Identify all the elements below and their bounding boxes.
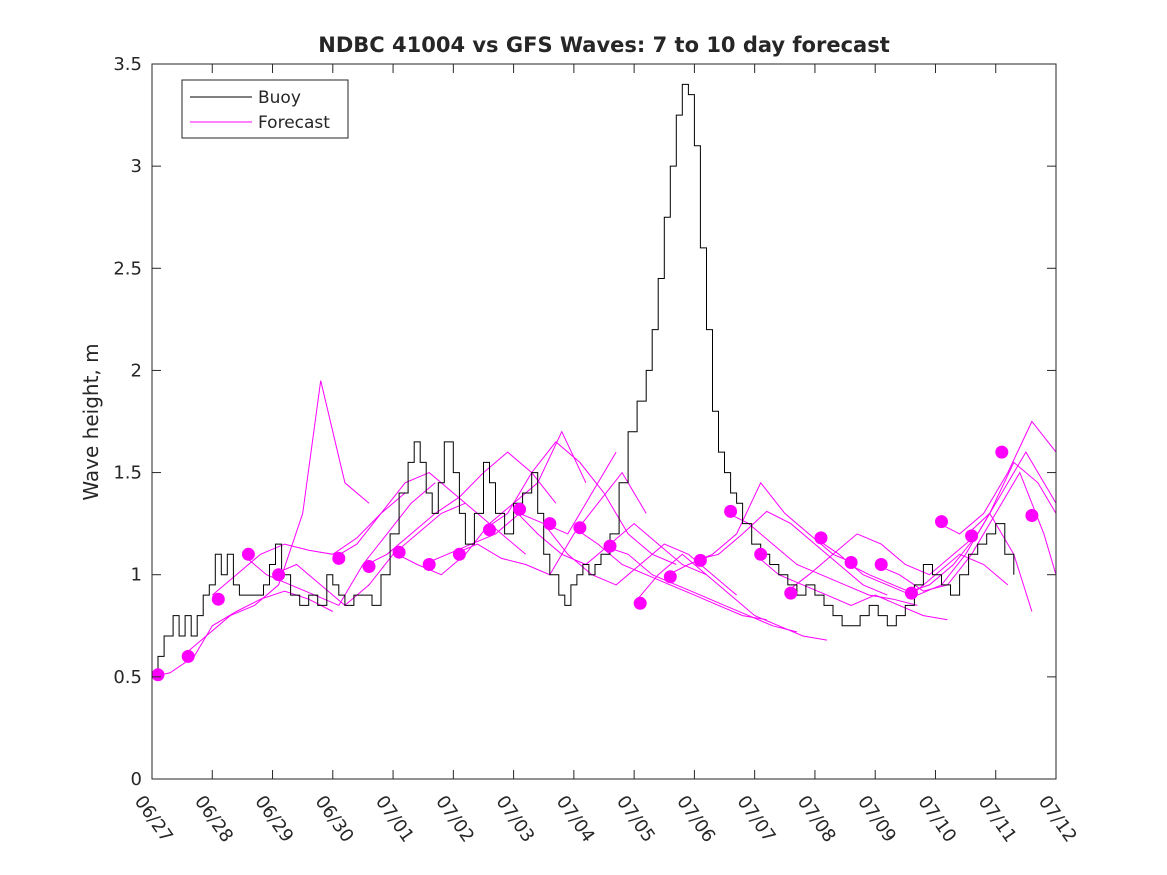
- forecast-line-25: [935, 420, 1056, 535]
- plot-frame: [151, 63, 1057, 780]
- forecast-point: [784, 586, 798, 600]
- buoy-series: [152, 83, 1015, 678]
- forecast-point: [935, 515, 948, 529]
- forecast-point: [995, 445, 1009, 459]
- chart-title: NDBC 41004 vs GFS Waves: 7 to 10 day for…: [318, 33, 889, 57]
- y-tick-label: 0.5: [113, 667, 142, 688]
- forecast-line-18: [724, 510, 918, 606]
- forecast-point: [814, 531, 828, 545]
- legend-forecast-label: Forecast: [258, 113, 330, 133]
- legend: Buoy Forecast: [181, 79, 349, 139]
- forecast-point: [362, 560, 376, 573]
- forecast-point: [513, 502, 527, 516]
- forecast-line-17: [694, 510, 888, 596]
- forecast-point: [181, 649, 195, 663]
- forecast-point: [603, 539, 617, 553]
- forecast-markers: [151, 445, 1039, 682]
- y-axis-ticks: 0 0.5 1 1.5 2 2.5 3 3.5: [113, 54, 1056, 790]
- forecast-line-10: [483, 441, 677, 565]
- forecast-point: [241, 547, 255, 561]
- forecast-point: [211, 592, 225, 606]
- forecast-point: [754, 547, 768, 561]
- forecast-point: [452, 547, 466, 561]
- forecast-line-4: [272, 502, 466, 607]
- forecast-point: [663, 570, 677, 584]
- forecast-point: [483, 523, 496, 537]
- y-tick-label: 0: [131, 769, 142, 790]
- forecast-point: [392, 545, 406, 559]
- forecast-point: [874, 558, 888, 571]
- forecast-line-26: [965, 461, 1056, 537]
- forecast-point: [904, 586, 918, 600]
- y-axis-label: Wave height, m: [79, 343, 103, 500]
- y-tick-label: 3: [131, 156, 142, 177]
- forecast-point: [272, 568, 286, 582]
- forecast-point: [332, 551, 346, 565]
- forecast-point: [573, 521, 587, 535]
- forecast-line-14: [603, 545, 798, 633]
- forecast-line-1: [181, 380, 370, 657]
- forecast-line-0: [152, 590, 334, 678]
- forecast-point: [844, 556, 858, 569]
- forecast-point: [151, 668, 165, 682]
- forecast-point: [543, 517, 557, 531]
- forecast-point: [965, 529, 979, 543]
- forecast-line-2: [211, 492, 406, 596]
- y-tick-label: 2: [131, 360, 142, 381]
- forecast-point: [633, 596, 647, 610]
- plot-area: [152, 64, 1056, 779]
- y-tick-label: 2.5: [113, 258, 142, 279]
- buoy-line: [152, 83, 1015, 678]
- legend-box: [181, 79, 349, 139]
- legend-buoy-label: Buoy: [258, 88, 301, 108]
- forecast-line-20: [784, 533, 979, 594]
- forecast-point: [693, 553, 707, 567]
- forecast-point: [422, 558, 436, 571]
- y-tick-label: 1: [131, 565, 142, 586]
- y-tick-label: 1.5: [113, 463, 142, 484]
- forecast-point: [1025, 509, 1039, 522]
- forecast-line-19: [754, 553, 948, 621]
- forecast-point: [724, 504, 738, 518]
- forecast-line-15: [633, 553, 828, 641]
- y-tick-label: 3.5: [113, 54, 142, 75]
